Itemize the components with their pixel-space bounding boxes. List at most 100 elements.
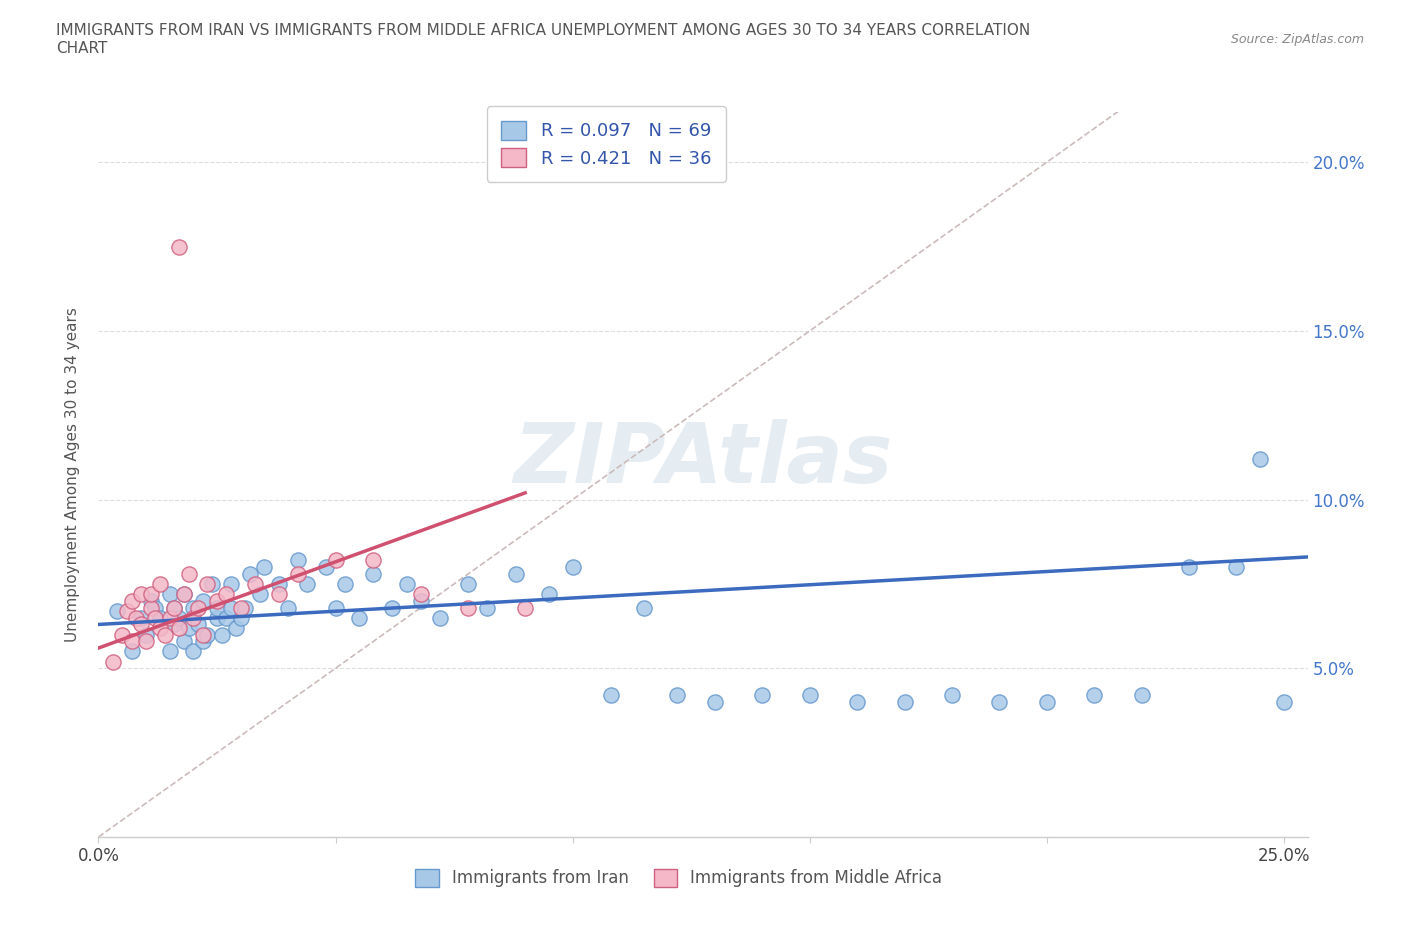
Point	[135, 634, 157, 649]
Point	[197, 577, 219, 591]
Point	[187, 617, 209, 631]
Legend: Immigrants from Iran, Immigrants from Middle Africa: Immigrants from Iran, Immigrants from Mi…	[409, 862, 949, 894]
Point	[229, 610, 252, 625]
Text: Source: ZipAtlas.com: Source: ZipAtlas.com	[1230, 33, 1364, 46]
Point	[135, 627, 157, 642]
Point	[253, 560, 276, 575]
Point	[1083, 688, 1105, 703]
Point	[163, 600, 186, 615]
Point	[409, 587, 432, 602]
Point	[149, 610, 172, 625]
Point	[215, 610, 238, 625]
Point	[219, 577, 242, 591]
Point	[395, 577, 418, 591]
Point	[111, 627, 134, 642]
Point	[139, 593, 162, 608]
Point	[173, 587, 195, 602]
Point	[267, 587, 290, 602]
Point	[267, 577, 290, 591]
Point	[159, 644, 181, 658]
Point	[409, 593, 432, 608]
Point	[325, 600, 347, 615]
Point	[703, 695, 725, 710]
Point	[149, 577, 172, 591]
Point	[143, 610, 166, 625]
Point	[181, 644, 204, 658]
Text: IMMIGRANTS FROM IRAN VS IMMIGRANTS FROM MIDDLE AFRICA UNEMPLOYMENT AMONG AGES 30: IMMIGRANTS FROM IRAN VS IMMIGRANTS FROM …	[56, 23, 1031, 56]
Point	[191, 627, 214, 642]
Point	[173, 634, 195, 649]
Point	[173, 587, 195, 602]
Point	[149, 620, 172, 635]
Point	[125, 610, 148, 625]
Point	[225, 620, 247, 635]
Point	[167, 239, 190, 254]
Point	[191, 593, 214, 608]
Point	[1225, 560, 1247, 575]
Point	[211, 627, 233, 642]
Point	[457, 577, 479, 591]
Point	[129, 587, 152, 602]
Point	[129, 610, 152, 625]
Point	[167, 610, 190, 625]
Point	[665, 688, 688, 703]
Point	[205, 610, 228, 625]
Point	[239, 566, 262, 581]
Point	[287, 566, 309, 581]
Point	[988, 695, 1011, 710]
Point	[457, 600, 479, 615]
Text: ZIPAtlas: ZIPAtlas	[513, 419, 893, 500]
Point	[633, 600, 655, 615]
Point	[325, 553, 347, 568]
Point	[229, 600, 252, 615]
Point	[163, 600, 186, 615]
Point	[333, 577, 356, 591]
Point	[537, 587, 560, 602]
Point	[167, 620, 190, 635]
Point	[177, 620, 200, 635]
Point	[205, 600, 228, 615]
Point	[751, 688, 773, 703]
Point	[191, 634, 214, 649]
Point	[115, 604, 138, 618]
Point	[215, 587, 238, 602]
Point	[287, 553, 309, 568]
Point	[121, 593, 143, 608]
Point	[1036, 695, 1059, 710]
Point	[181, 600, 204, 615]
Point	[505, 566, 527, 581]
Point	[1178, 560, 1201, 575]
Point	[235, 600, 257, 615]
Point	[205, 593, 228, 608]
Point	[159, 587, 181, 602]
Point	[219, 600, 242, 615]
Point	[187, 600, 209, 615]
Point	[121, 644, 143, 658]
Point	[105, 604, 128, 618]
Point	[315, 560, 337, 575]
Point	[163, 617, 186, 631]
Point	[177, 566, 200, 581]
Point	[363, 566, 385, 581]
Point	[201, 577, 224, 591]
Point	[121, 634, 143, 649]
Point	[429, 610, 451, 625]
Point	[159, 610, 181, 625]
Point	[181, 610, 204, 625]
Point	[1272, 695, 1295, 710]
Point	[477, 600, 499, 615]
Point	[846, 695, 869, 710]
Point	[1249, 452, 1271, 467]
Point	[139, 600, 162, 615]
Point	[197, 627, 219, 642]
Point	[1130, 688, 1153, 703]
Point	[295, 577, 318, 591]
Point	[243, 577, 266, 591]
Point	[153, 627, 176, 642]
Point	[893, 695, 915, 710]
Point	[363, 553, 385, 568]
Point	[249, 587, 271, 602]
Point	[799, 688, 821, 703]
Point	[599, 688, 621, 703]
Point	[347, 610, 370, 625]
